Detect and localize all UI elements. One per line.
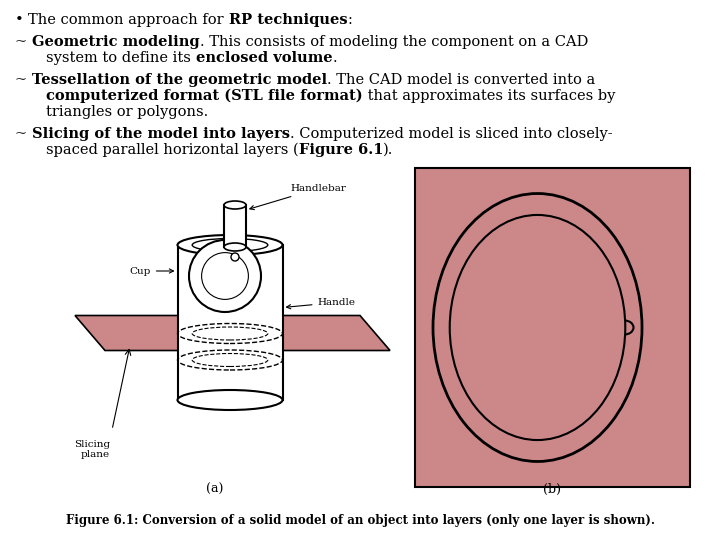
Text: Geometric modeling: Geometric modeling xyxy=(32,35,199,49)
Text: Cup: Cup xyxy=(130,267,174,275)
Text: Figure 6.1: Figure 6.1 xyxy=(299,143,383,157)
Text: Tessellation of the geometric model: Tessellation of the geometric model xyxy=(32,73,327,87)
Text: triangles or polygons.: triangles or polygons. xyxy=(46,105,208,119)
Text: . This consists of modeling the component on a CAD: . This consists of modeling the componen… xyxy=(199,35,588,49)
Bar xyxy=(178,245,282,400)
Text: spaced parallel horizontal layers (: spaced parallel horizontal layers ( xyxy=(46,143,299,157)
Text: enclosed volume: enclosed volume xyxy=(196,51,332,65)
Polygon shape xyxy=(75,315,390,350)
Ellipse shape xyxy=(231,253,239,261)
Text: Slicing
plane: Slicing plane xyxy=(74,440,110,460)
Ellipse shape xyxy=(202,253,248,299)
Ellipse shape xyxy=(189,240,261,312)
Ellipse shape xyxy=(178,235,282,255)
Text: ~: ~ xyxy=(15,35,32,49)
Ellipse shape xyxy=(224,243,246,251)
Ellipse shape xyxy=(433,193,642,462)
Text: Figure 6.1: Conversion of a solid model of an object into layers (only one layer: Figure 6.1: Conversion of a solid model … xyxy=(66,514,654,527)
Bar xyxy=(224,205,246,247)
Ellipse shape xyxy=(224,201,246,209)
Text: that approximates its surfaces by: that approximates its surfaces by xyxy=(363,89,615,103)
Ellipse shape xyxy=(450,215,625,440)
Text: .: . xyxy=(332,51,337,65)
Text: RP techniques: RP techniques xyxy=(229,13,347,27)
Text: ).: ). xyxy=(383,143,394,157)
Text: Slicing of the model into layers: Slicing of the model into layers xyxy=(32,127,290,141)
Text: system to define its: system to define its xyxy=(46,51,196,65)
Text: Handlebar: Handlebar xyxy=(250,184,346,210)
Text: :: : xyxy=(347,13,352,27)
Text: ~: ~ xyxy=(15,127,32,141)
Ellipse shape xyxy=(178,390,282,410)
Text: Handle: Handle xyxy=(287,298,356,309)
Text: (a): (a) xyxy=(207,483,224,496)
Text: . The CAD model is converted into a: . The CAD model is converted into a xyxy=(327,73,595,87)
Text: computerized format (STL file format): computerized format (STL file format) xyxy=(46,89,363,103)
Ellipse shape xyxy=(192,239,268,252)
Text: . Computerized model is sliced into closely-: . Computerized model is sliced into clos… xyxy=(290,127,613,141)
Ellipse shape xyxy=(616,321,634,334)
Text: (b): (b) xyxy=(544,483,562,496)
Text: The common approach for: The common approach for xyxy=(28,13,229,27)
Text: •: • xyxy=(15,13,28,27)
Text: ~: ~ xyxy=(15,73,32,87)
Bar xyxy=(415,168,690,487)
